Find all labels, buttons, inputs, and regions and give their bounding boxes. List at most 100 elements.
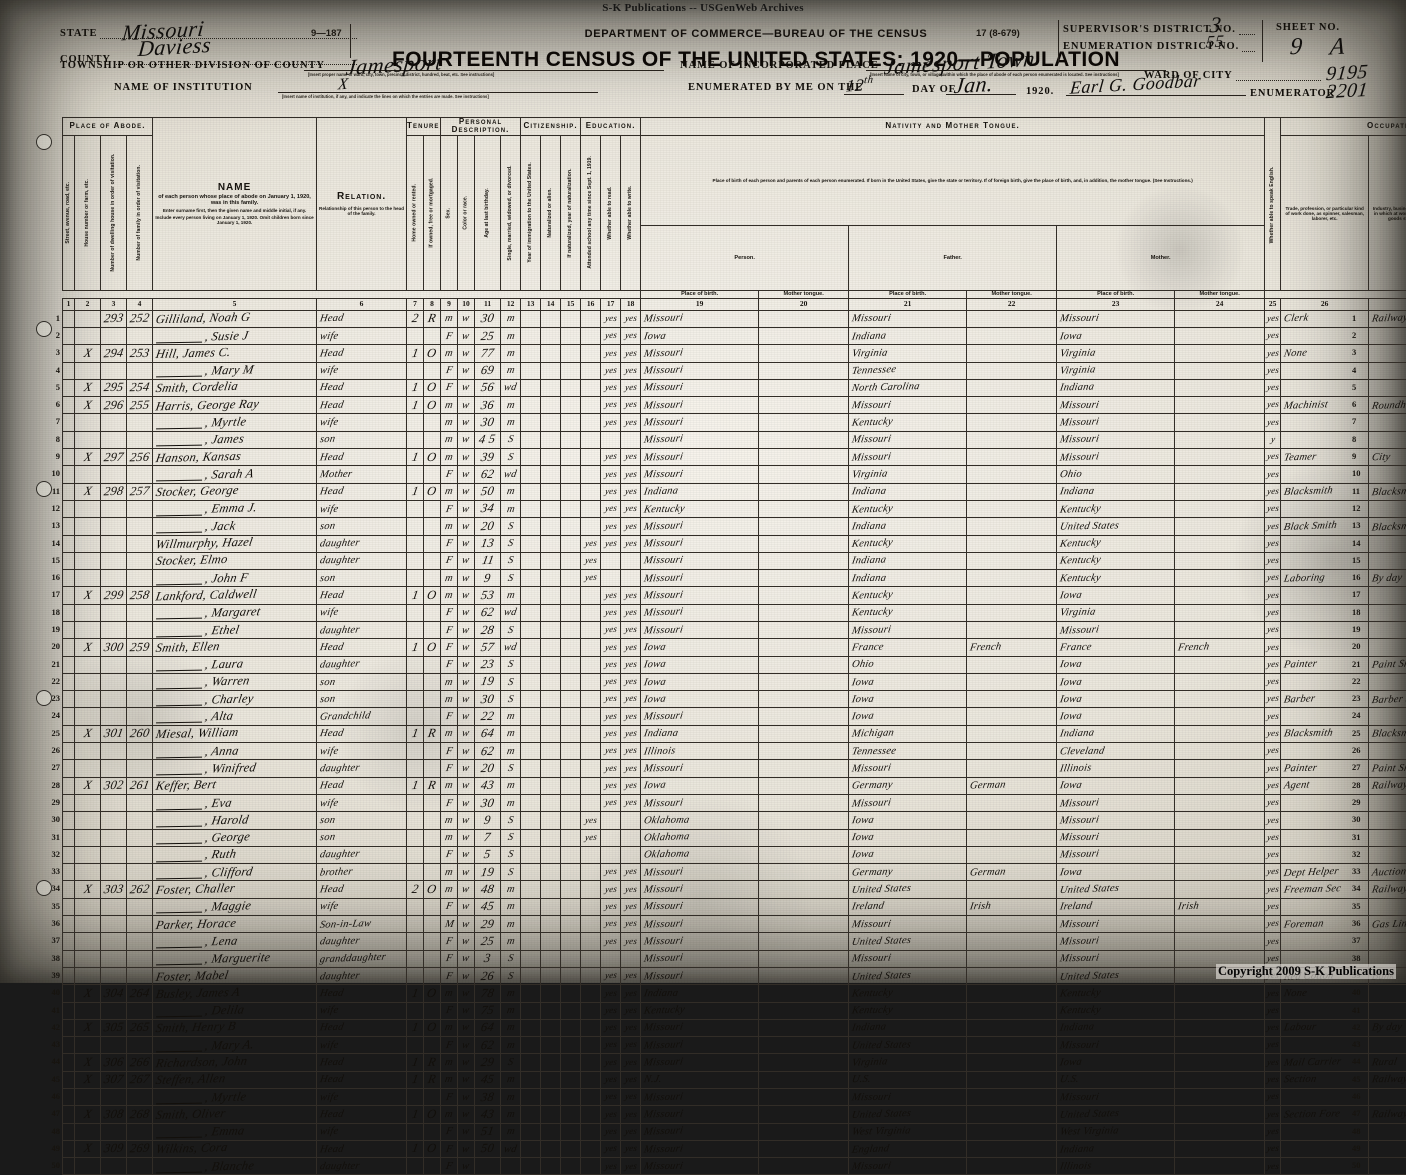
cell-family[interactable] — [127, 500, 153, 517]
cell-eng[interactable]: yes — [1265, 794, 1281, 811]
cell-family[interactable]: 254 — [127, 379, 153, 396]
cell-family[interactable] — [127, 829, 153, 846]
cell-dwelling[interactable] — [101, 950, 127, 967]
cell-nat[interactable] — [541, 656, 561, 673]
cell-color[interactable]: w — [458, 898, 475, 915]
cell-fpob[interactable]: Missouri — [849, 950, 967, 967]
cell-family[interactable] — [127, 691, 153, 708]
cell-read[interactable]: yes — [601, 518, 621, 535]
cell-color[interactable]: w — [458, 1071, 475, 1088]
cell-natyr[interactable] — [561, 691, 581, 708]
cell-tenure1[interactable]: 1 — [407, 345, 424, 362]
cell-mpob[interactable]: Virginia — [1057, 345, 1175, 362]
cell-street[interactable] — [63, 812, 75, 829]
cell-tenure2[interactable] — [424, 950, 441, 967]
cell-fpob[interactable]: Missouri — [849, 310, 967, 327]
cell-name[interactable]: , Delila — [153, 1002, 317, 1019]
cell-write[interactable]: yes — [621, 1106, 641, 1123]
cell-street[interactable] — [63, 1002, 75, 1019]
cell-mtongue[interactable] — [1175, 656, 1265, 673]
cell-relation[interactable]: son — [317, 812, 407, 829]
cell-school[interactable] — [581, 950, 601, 967]
cell-mtongue[interactable] — [1175, 916, 1265, 933]
cell-street[interactable] — [63, 916, 75, 933]
cell-write[interactable]: yes — [621, 1002, 641, 1019]
cell-name[interactable]: Parker, Horace — [153, 916, 317, 933]
cell-dwelling[interactable]: 295 — [101, 379, 127, 396]
cell-tenure2[interactable] — [424, 673, 441, 690]
cell-mpob[interactable]: Iowa — [1057, 327, 1175, 344]
cell-school[interactable] — [581, 310, 601, 327]
cell-marital[interactable]: wd — [501, 1140, 521, 1157]
cell-mtongue[interactable] — [1175, 570, 1265, 587]
cell-natyr[interactable] — [561, 967, 581, 984]
cell-tenure2[interactable] — [424, 829, 441, 846]
cell-color[interactable]: w — [458, 310, 475, 327]
cell-tenure2[interactable] — [424, 1002, 441, 1019]
cell-ftongue[interactable]: French — [967, 639, 1057, 656]
cell-natyr[interactable] — [561, 500, 581, 517]
cell-write[interactable]: yes — [621, 1123, 641, 1140]
cell-marital[interactable]: S — [501, 552, 521, 569]
cell-mpob[interactable]: Kentucky — [1057, 535, 1175, 552]
cell-natyr[interactable] — [561, 345, 581, 362]
cell-pob[interactable]: Missouri — [641, 967, 759, 984]
cell-natyr[interactable] — [561, 1089, 581, 1106]
cell-relation[interactable]: Head — [317, 639, 407, 656]
cell-school[interactable] — [581, 345, 601, 362]
cell-family[interactable] — [127, 431, 153, 448]
cell-family[interactable] — [127, 1158, 153, 1175]
cell-tongue[interactable] — [759, 725, 849, 742]
cell-eng[interactable]: yes — [1265, 1054, 1281, 1071]
cell-street[interactable] — [63, 414, 75, 431]
cell-tongue[interactable] — [759, 1071, 849, 1088]
cell-natyr[interactable] — [561, 933, 581, 950]
cell-x[interactable]: X — [75, 345, 101, 362]
cell-mtongue[interactable] — [1175, 1037, 1265, 1054]
cell-natyr[interactable] — [561, 466, 581, 483]
cell-write[interactable]: yes — [621, 881, 641, 898]
cell-street[interactable] — [63, 777, 75, 794]
cell-ind[interactable]: Paint Shop — [1369, 760, 1406, 777]
cell-age[interactable]: 43 — [475, 777, 501, 794]
cell-school[interactable] — [581, 985, 601, 1002]
cell-marital[interactable]: m — [501, 500, 521, 517]
cell-marital[interactable]: m — [501, 1002, 521, 1019]
cell-imm[interactable] — [521, 1158, 541, 1175]
cell-nat[interactable] — [541, 1019, 561, 1036]
cell-marital[interactable]: S — [501, 846, 521, 863]
cell-family[interactable]: 256 — [127, 449, 153, 466]
cell-tenure1[interactable] — [407, 552, 424, 569]
cell-read[interactable]: yes — [601, 1054, 621, 1071]
cell-nat[interactable] — [541, 760, 561, 777]
cell-family[interactable]: 268 — [127, 1106, 153, 1123]
cell-dwelling[interactable] — [101, 794, 127, 811]
cell-natyr[interactable] — [561, 518, 581, 535]
cell-natyr[interactable] — [561, 1037, 581, 1054]
cell-natyr[interactable] — [561, 1106, 581, 1123]
cell-relation[interactable]: daughter — [317, 535, 407, 552]
cell-eng[interactable]: yes — [1265, 621, 1281, 638]
cell-dwelling[interactable] — [101, 431, 127, 448]
cell-pob[interactable]: Missouri — [641, 449, 759, 466]
cell-age[interactable]: 9 — [475, 570, 501, 587]
cell-ind[interactable] — [1369, 466, 1406, 483]
cell-imm[interactable] — [521, 431, 541, 448]
cell-street[interactable] — [63, 552, 75, 569]
cell-tenure2[interactable]: O — [424, 1140, 441, 1157]
cell-name[interactable]: , Mary A. — [153, 1037, 317, 1054]
cell-tenure1[interactable] — [407, 794, 424, 811]
cell-tongue[interactable] — [759, 310, 849, 327]
cell-tongue[interactable] — [759, 431, 849, 448]
cell-name[interactable]: Stocker, Elmo — [153, 552, 317, 569]
cell-mtongue[interactable] — [1175, 708, 1265, 725]
cell-relation[interactable]: wife — [317, 1002, 407, 1019]
cell-x[interactable]: X — [75, 587, 101, 604]
cell-ind[interactable]: Roundhouse — [1369, 397, 1406, 414]
cell-dwelling[interactable]: 302 — [101, 777, 127, 794]
cell-marital[interactable]: S — [501, 656, 521, 673]
cell-eng[interactable]: yes — [1265, 327, 1281, 344]
